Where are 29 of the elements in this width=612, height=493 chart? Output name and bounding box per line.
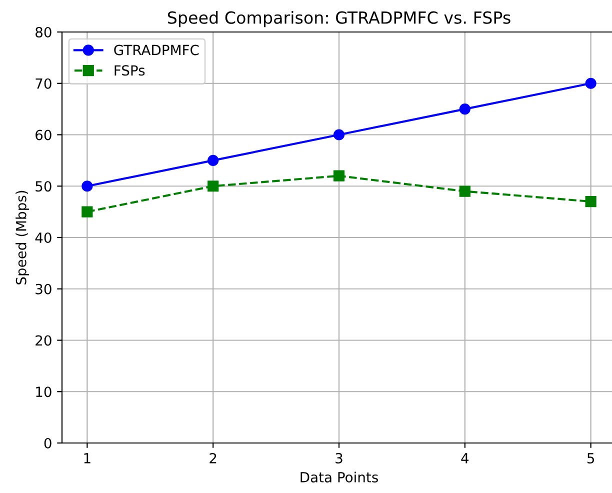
y-tick-label: 30: [36, 284, 52, 294]
x-tick-label: 3: [336, 452, 342, 464]
y-tick-label: 60: [36, 130, 52, 140]
point: [333, 170, 345, 182]
y-tick-label: 10: [36, 386, 52, 398]
legend-label: FSPs: [114, 65, 145, 76]
point: [585, 196, 596, 208]
x-axis-title: Data Points: [300, 472, 378, 482]
x-tick-label: 2: [210, 452, 216, 464]
point: [82, 180, 93, 192]
y-tick-label: 20: [36, 335, 52, 346]
x-tick-label: 4: [461, 453, 469, 464]
x-tick-label: 5: [587, 453, 594, 464]
point: [459, 104, 470, 115]
x-tick-label: 1: [84, 453, 90, 464]
y-tick-label: 40: [35, 232, 52, 243]
point: [585, 78, 596, 89]
point: [333, 129, 345, 140]
y-tick-label: 0: [44, 438, 52, 448]
chart-title: Speed Comparison: GTRADPMFC vs. FSPs: [168, 11, 510, 28]
y-tick-label: 70: [36, 78, 52, 89]
point: [459, 186, 470, 197]
y-tick-label: 50: [36, 181, 52, 192]
y-tick-label: 80: [36, 26, 52, 38]
y-axis-title: Speed (Mbps): [16, 190, 30, 284]
legend-label: GTRADPMFC: [114, 44, 199, 56]
point: [208, 180, 219, 192]
point: [82, 206, 93, 218]
point: [208, 154, 219, 166]
